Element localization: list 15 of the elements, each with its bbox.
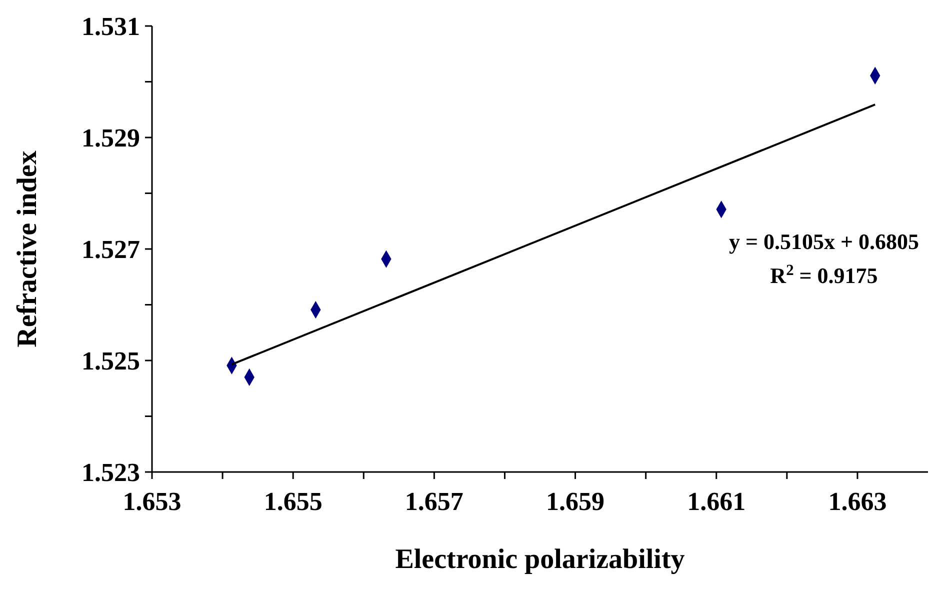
x-tick-label: 1.663 [828, 487, 887, 516]
y-tick-label: 1.527 [82, 235, 140, 264]
y-axis-title: Refractive index [12, 150, 43, 348]
y-tick-label: 1.529 [82, 124, 140, 153]
x-tick-label: 1.653 [122, 487, 182, 516]
annotation: y = 0.5105x + 0.6805 [728, 229, 920, 254]
x-tick-label: 1.655 [264, 487, 322, 516]
y-tick-label: 1.525 [82, 346, 140, 376]
annotation: R$^{2}$ = 0.9175 [770, 262, 878, 288]
x-tick-label: 1.659 [546, 487, 605, 516]
y-tick-label: 1.523 [82, 458, 140, 488]
y-tick-label: 1.531 [82, 12, 140, 42]
x-tick-label: 1.657 [404, 487, 464, 516]
x-axis-title: Electronic polarizability [395, 544, 685, 575]
x-tick-label: 1.661 [687, 487, 746, 516]
